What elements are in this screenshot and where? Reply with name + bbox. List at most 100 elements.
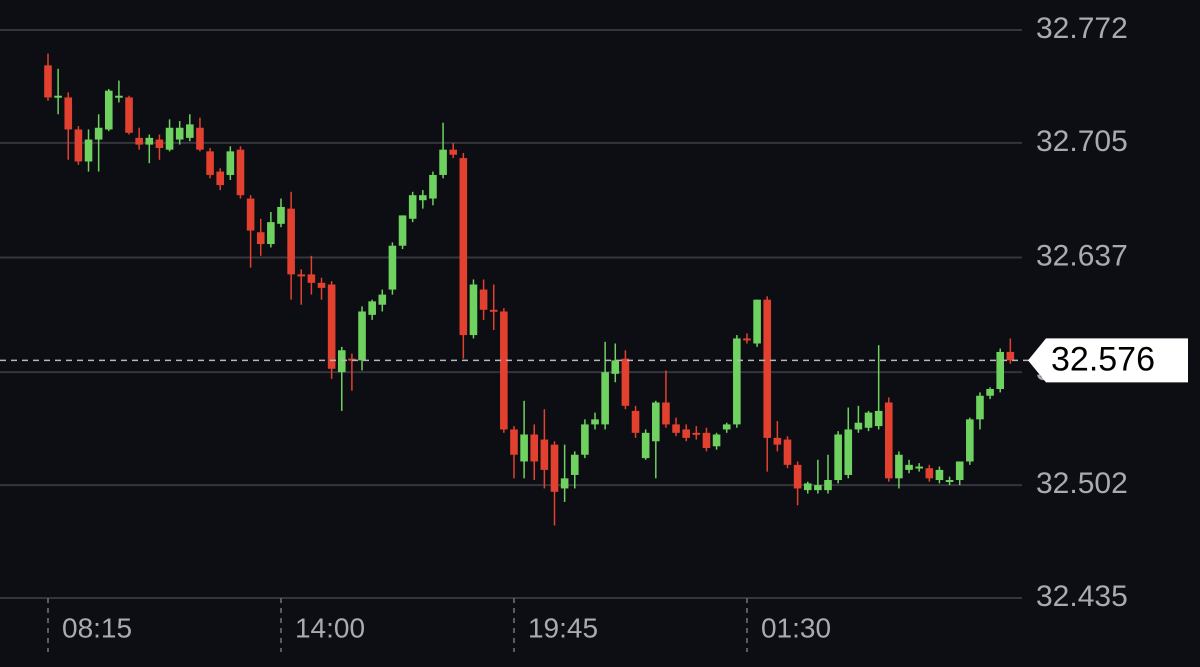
candle-body: [763, 299, 772, 438]
candle-body: [722, 424, 731, 430]
candle-body: [996, 351, 1005, 390]
candle-body: [591, 419, 599, 425]
candle-body: [419, 195, 427, 201]
candle-body: [500, 311, 508, 430]
candle-body: [94, 127, 103, 140]
candle-body: [145, 137, 154, 145]
candle-body: [550, 444, 559, 492]
candle-body: [479, 289, 488, 310]
candle-body: [489, 309, 498, 312]
candle-body: [844, 429, 853, 475]
y-tick-label: 32.772: [1036, 12, 1128, 45]
candle-body: [64, 97, 73, 130]
candle-body: [348, 358, 356, 361]
candle-body: [135, 137, 143, 145]
candle-body: [54, 95, 62, 98]
candle-body: [733, 338, 741, 425]
candle-body: [236, 149, 245, 196]
candle-body: [966, 419, 974, 462]
candle-body: [631, 410, 640, 433]
candle-body: [662, 402, 670, 425]
candle-body: [317, 282, 326, 288]
candle-body: [692, 432, 701, 435]
candle-body: [520, 434, 528, 462]
candle-body: [1006, 351, 1015, 361]
candle-body: [773, 437, 782, 445]
candle-body: [196, 127, 204, 150]
candle-body: [358, 311, 366, 361]
candle-body: [945, 480, 954, 483]
candle-body: [611, 360, 620, 374]
candle-body: [84, 139, 93, 162]
candle-body: [368, 301, 376, 315]
candle-body: [753, 299, 761, 344]
y-tick-label: 32.502: [1036, 467, 1128, 500]
candle-body: [439, 149, 447, 175]
x-tick-label: 01:30: [761, 612, 831, 643]
candle-body: [246, 198, 255, 231]
candle-body: [570, 454, 579, 475]
candle-body: [834, 434, 842, 481]
candle-body: [408, 195, 417, 219]
candle-body: [256, 232, 265, 245]
candle-body: [459, 158, 468, 336]
candle-body: [641, 432, 650, 459]
y-tick-label: 32.435: [1036, 580, 1128, 613]
candle-body: [884, 402, 893, 479]
candle-body: [895, 454, 903, 479]
candle-body: [540, 439, 549, 470]
candle-body: [601, 372, 609, 425]
candle-body: [388, 245, 397, 290]
candle-body: [175, 127, 184, 140]
candle-body: [803, 483, 812, 491]
x-tick-label: 19:45: [528, 612, 598, 643]
candle-body: [793, 464, 802, 489]
candle-body: [287, 208, 295, 275]
candle-body: [621, 358, 630, 406]
candle-body: [165, 127, 174, 150]
candle-body: [226, 151, 235, 175]
candle-body: [581, 424, 589, 455]
candle-body: [915, 466, 923, 469]
candle-body: [398, 215, 407, 246]
candle-body: [935, 469, 944, 481]
candle-body: [449, 149, 457, 155]
candle-body: [267, 222, 275, 245]
candle-body: [277, 206, 285, 224]
candle-body: [297, 274, 306, 277]
candle-body: [976, 395, 984, 420]
candle-body: [510, 429, 518, 455]
candle-body: [955, 461, 964, 481]
y-tick-label: 32.637: [1036, 239, 1128, 272]
candle-body: [874, 410, 883, 427]
candle-body: [469, 284, 478, 336]
candle-body: [186, 124, 194, 138]
candle-body: [905, 464, 913, 470]
candle-body: [986, 389, 994, 396]
candle-body: [429, 174, 437, 199]
candle-body: [115, 95, 123, 98]
x-tick-label: 14:00: [295, 612, 365, 643]
candle-body: [854, 422, 863, 430]
candle-body: [125, 97, 133, 133]
candle-body: [925, 468, 934, 479]
candle-body: [216, 171, 225, 186]
candle-body: [530, 434, 539, 462]
candle-body: [783, 439, 792, 465]
candle-body: [307, 274, 316, 283]
candle-body: [743, 338, 751, 341]
candle-body: [672, 424, 680, 433]
candle-body: [702, 432, 711, 448]
candle-body: [652, 402, 660, 442]
candle-body: [104, 90, 113, 130]
candle-body: [814, 485, 822, 491]
candle-body: [712, 434, 721, 447]
candle-body: [206, 151, 214, 175]
candle-body: [378, 294, 387, 305]
candle-body: [44, 65, 52, 98]
candle-body: [824, 480, 832, 491]
x-tick-label: 08:15: [62, 612, 132, 643]
candle-body: [74, 129, 83, 162]
candle-body: [560, 478, 569, 489]
